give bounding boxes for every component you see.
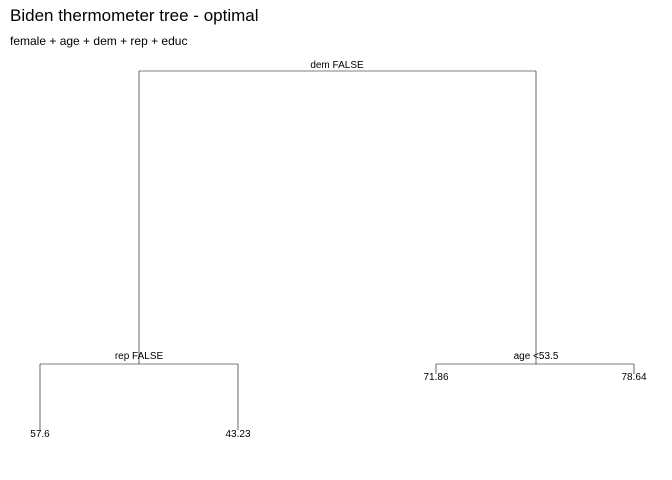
leaf-label: 71.86 xyxy=(423,372,448,383)
root-split-label: dem FALSE xyxy=(310,60,364,71)
chart-title: Biden thermometer tree - optimal xyxy=(10,6,259,25)
leaf-label: 57.6 xyxy=(30,429,50,440)
chart-subtitle: female + age + dem + rep + educ xyxy=(10,34,188,48)
leaf-label: 43.23 xyxy=(225,429,250,440)
right-node-split-label: age <53.5 xyxy=(514,351,559,362)
leaf-label: 78.64 xyxy=(621,372,646,383)
left-node-split-label: rep FALSE xyxy=(115,351,164,362)
